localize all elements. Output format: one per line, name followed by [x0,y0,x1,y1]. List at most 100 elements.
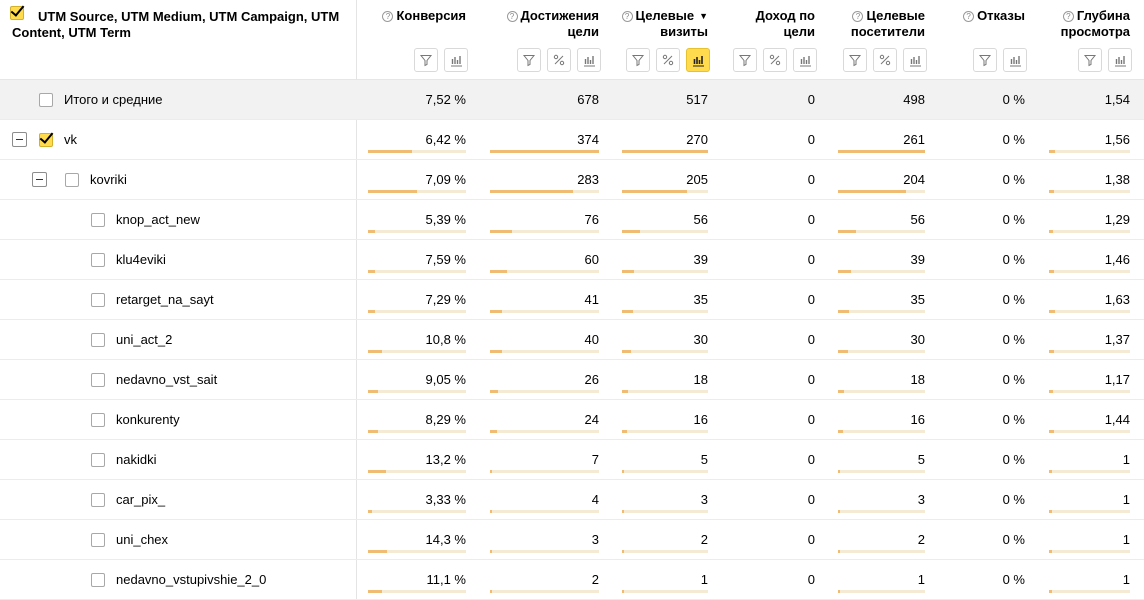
filter-button[interactable] [517,48,541,72]
cell-depth: 1,46 [1104,252,1130,267]
row-label[interactable]: nedavno_vst_sait [116,372,218,387]
cell-income: 0 [807,372,815,387]
help-icon[interactable]: ? [1062,11,1074,22]
column-header-bounce[interactable]: ? Отказы [875,8,1025,24]
column-header-visitors[interactable]: ? Целевые посетители [775,8,925,40]
table-row[interactable]: uni_act_2 10,8 % 40 30 0 30 0 % 1,37 [0,320,1144,360]
value-bar-fill [622,470,624,473]
row-label[interactable]: vk [64,132,77,147]
filter-button[interactable] [973,48,997,72]
bar-chart-button[interactable] [444,48,468,72]
collapse-toggle[interactable] [12,132,27,147]
totals-row[interactable]: Итого и средние 7,52 % 678 517 0 498 0 % 1,54 [0,80,1144,120]
column-header-visits[interactable]: ? Целевые ▼ визиты [558,8,708,40]
row-label[interactable]: kovriki [90,172,127,187]
value-bar-fill [1049,470,1052,473]
table-row[interactable]: nedavno_vstupivshie_2_0 11,1 % 2 1 0 1 0 % 1 [0,560,1144,600]
row-label[interactable]: uni_act_2 [116,332,173,347]
value-bar [622,150,708,153]
value-bar [838,590,925,593]
row-checkbox[interactable] [91,253,105,267]
cell-visitors: 261 [903,132,925,147]
column-header-depth[interactable]: ? Глубина просмотра [980,8,1130,40]
column-tools-depth [1078,48,1132,72]
row-label[interactable]: nakidki [116,452,157,467]
help-icon[interactable]: ? [382,11,394,22]
bar-chart-button[interactable] [577,48,601,72]
table-row[interactable]: klu4eviki 7,59 % 60 39 0 39 0 % 1,46 [0,240,1144,280]
row-checkbox[interactable] [91,573,105,587]
table-row[interactable]: nakidki 13,2 % 7 5 0 5 0 % 1 [0,440,1144,480]
column-title-line1: ? Достижения [449,8,599,24]
help-icon[interactable]: ? [963,11,975,22]
row-checkbox[interactable] [39,133,53,147]
row-checkbox[interactable] [91,413,105,427]
value-bar [838,190,925,193]
bar-chart-button[interactable] [793,48,817,72]
bar-chart-button[interactable] [686,48,710,72]
column-header-income[interactable]: Доход по цели [665,8,815,40]
percent-button[interactable] [763,48,787,72]
row-checkbox[interactable] [65,173,79,187]
filter-button[interactable] [1078,48,1102,72]
help-icon[interactable]: ? [506,11,518,22]
bar-chart-button[interactable] [1003,48,1027,72]
value-bar-fill [622,350,631,353]
cell-conv: 8,29 % [425,412,466,427]
row-checkbox[interactable] [91,333,105,347]
table-row[interactable]: kovriki 7,09 % 283 205 0 204 0 % 1,38 [0,160,1144,200]
filter-button[interactable] [414,48,438,72]
percent-button[interactable] [547,48,571,72]
value-bar [490,350,599,353]
cell-goals: 24 [584,412,599,427]
column-title-line2: цели [567,24,599,39]
row-checkbox[interactable] [91,373,105,387]
row-label[interactable]: car_pix_ [116,492,166,507]
table-row[interactable]: retarget_na_sayt 7,29 % 41 35 0 35 0 % 1,63 [0,280,1144,320]
row-checkbox[interactable] [91,453,105,467]
help-icon[interactable]: ? [852,11,864,22]
filter-button[interactable] [843,48,867,72]
bar-chart-button[interactable] [903,48,927,72]
value-bar-fill [368,190,417,193]
table-row[interactable]: car_pix_ 3,33 % 4 3 0 3 0 % 1 [0,480,1144,520]
filter-button[interactable] [626,48,650,72]
table-row[interactable]: knop_act_new 5,39 % 76 56 0 56 0 % 1,29 [0,200,1144,240]
percent-button[interactable] [656,48,680,72]
row-label[interactable]: knop_act_new [116,212,200,227]
value-bar [490,430,599,433]
row-checkbox[interactable] [39,93,53,107]
sort-desc-icon[interactable]: ▼ [699,11,708,21]
value-bar-fill [368,510,372,513]
table-row[interactable]: konkurenty 8,29 % 24 16 0 16 0 % 1,44 [0,400,1144,440]
select-all-checkbox[interactable] [10,6,24,20]
help-icon[interactable]: ? [621,11,633,22]
value-bar [368,430,466,433]
value-bar [838,470,925,473]
row-label[interactable]: uni_chex [116,532,169,547]
dimension-title[interactable]: UTM Source, UTM Medium, UTM Campaign, UT… [12,9,340,40]
row-label[interactable]: retarget_na_sayt [116,292,214,307]
percent-button[interactable] [873,48,897,72]
row-label[interactable]: nedavno_vstupivshie_2_0 [116,572,267,587]
column-header-goals[interactable]: ? Достижения цели [449,8,599,40]
value-bar-fill [622,230,640,233]
bar-chart-button[interactable] [1108,48,1132,72]
table-row[interactable]: uni_chex 14,3 % 3 2 0 2 0 % 1 [0,520,1144,560]
row-checkbox[interactable] [91,213,105,227]
row-label[interactable]: konkurenty [116,412,180,427]
row-checkbox[interactable] [91,493,105,507]
table-row[interactable]: vk 6,42 % 374 270 0 261 0 % 1,56 [0,120,1144,160]
table-row[interactable]: nedavno_vst_sait 9,05 % 26 18 0 18 0 % 1,17 [0,360,1144,400]
row-label[interactable]: Итого и средние [64,92,163,107]
filter-button[interactable] [733,48,757,72]
row-checkbox[interactable] [91,293,105,307]
cell-bounce: 0 % [1002,212,1025,227]
row-label[interactable]: klu4eviki [116,252,166,267]
column-header-conv[interactable]: ? Конверсия [316,8,466,24]
cell-bounce: 0 % [1002,572,1025,587]
column-title-line2: цели [783,24,815,39]
collapse-toggle[interactable] [32,172,47,187]
row-checkbox[interactable] [91,533,105,547]
cell-goals: 7 [591,452,599,467]
